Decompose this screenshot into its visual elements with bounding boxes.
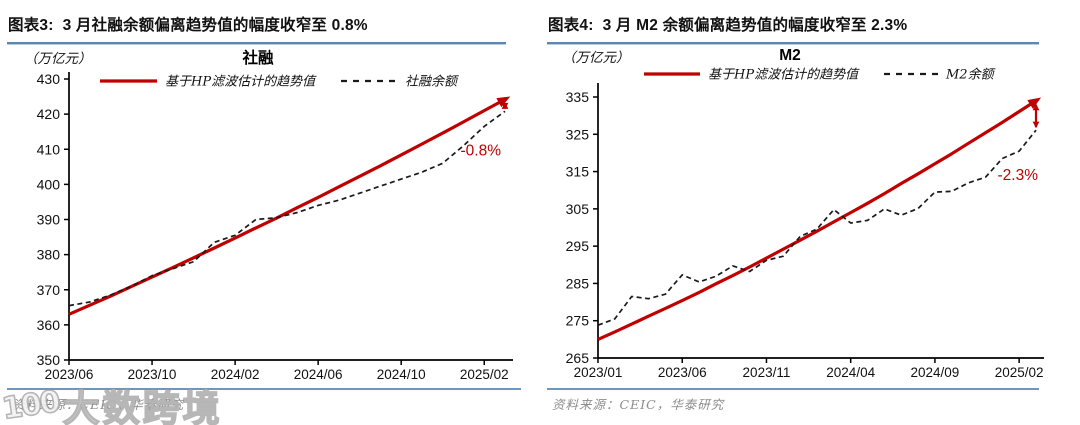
x-tick-label: 2024/02 [211, 367, 260, 382]
trend-arrowhead [496, 96, 511, 108]
chart-title: 社融 [241, 48, 274, 67]
m2-chart: 265 275 285 295 305 315 325 335 2023/01 2023/06 20… [562, 47, 1044, 380]
legend: 基于HP滤波估计的趋势值 社融余额 [100, 74, 459, 90]
y-tick-label: 305 [566, 201, 590, 217]
y-tick-label: 360 [37, 317, 61, 333]
y-tick-label: 285 [566, 275, 590, 291]
m2-panel: 图表4: 3 月 M2 余额偏离趋势值的幅度收窄至 2.3% 265 275 285… [540, 0, 1080, 425]
trend-line [597, 99, 1037, 341]
x-tick-label: 2025/02 [460, 367, 509, 382]
actual-line [597, 129, 1037, 326]
trend-arrowhead [1027, 97, 1042, 109]
legend-series-label: 社融余额 [405, 74, 459, 90]
legend-trend-label: 基于HP滤波估计的趋势值 [165, 75, 317, 90]
actual-line [68, 110, 506, 307]
watermark: 100 大数跨境 [0, 378, 223, 425]
y-tick-label: 400 [37, 176, 61, 192]
watermark-logo: 100 [0, 383, 62, 425]
x-tick-label: 2023/06 [658, 365, 707, 380]
legend-series-label: M2余额 [945, 67, 996, 83]
x-tick-label: 2024/09 [911, 365, 960, 380]
y-tick-label: 380 [37, 247, 61, 263]
y-tick-label: 315 [566, 164, 590, 180]
y-tick-label: 275 [566, 313, 590, 329]
watermark-text: 大数跨境 [62, 386, 223, 425]
deviation-label: -2.3% [998, 167, 1039, 184]
y-tick-label: 335 [566, 89, 590, 105]
y-tick-label: 350 [37, 352, 61, 368]
x-tick-label: 2023/01 [574, 365, 623, 380]
unit-label: （万亿元） [562, 50, 630, 66]
title-divider [7, 42, 506, 45]
gap-arrow [501, 102, 509, 110]
bottom-divider [7, 388, 521, 390]
y-tick-label: 420 [37, 106, 61, 122]
x-tick-label: 2023/11 [743, 365, 791, 380]
axes: 350 360 370 380 390 400 410 420 430 2023/06 2023/1… [37, 71, 513, 382]
social-financing-panel: 图表3: 3 月社融余额偏离趋势值的幅度收窄至 0.8% 350 360 370 38… [7, 17, 521, 412]
y-tick-label: 390 [37, 212, 61, 228]
figure-3-title: 图表3: 3 月社融余额偏离趋势值的幅度收窄至 0.8% [8, 17, 368, 34]
trend-line [68, 97, 506, 316]
gap-arrow [1032, 103, 1040, 129]
source-note: 资料来源：CEIC，华泰研究 [552, 397, 725, 412]
deviation-label: -0.8% [461, 142, 502, 159]
legend: 基于HP滤波估计的趋势值 M2余额 [644, 67, 996, 83]
axes: 265 275 285 295 305 315 325 335 2023/01 2023/06 20… [566, 83, 1044, 380]
y-tick-label: 295 [566, 238, 590, 254]
legend-trend-label: 基于HP滤波估计的趋势值 [708, 68, 860, 83]
bottom-divider [547, 388, 1039, 390]
unit-label: （万亿元） [24, 51, 92, 67]
social-financing-chart: 350 360 370 380 390 400 410 420 430 2023/06 2023/1… [24, 48, 513, 382]
x-tick-label: 2024/10 [377, 367, 426, 382]
y-tick-label: 430 [37, 71, 61, 87]
x-tick-label: 2025/02 [995, 365, 1044, 380]
y-tick-label: 410 [37, 141, 61, 157]
x-tick-label: 2023/06 [45, 367, 94, 382]
y-tick-label: 370 [37, 282, 61, 298]
x-tick-label: 2024/06 [294, 367, 343, 382]
y-tick-label: 265 [566, 350, 590, 366]
chart-title: M2 [779, 47, 801, 64]
title-divider [547, 42, 1039, 45]
x-tick-label: 2023/10 [128, 367, 177, 382]
source-note: 资料来源：CEIC，华泰研究 [12, 397, 185, 412]
figure-4-title: 图表4: 3 月 M2 余额偏离趋势值的幅度收窄至 2.3% [548, 17, 908, 34]
x-tick-label: 2024/04 [826, 365, 875, 380]
y-tick-label: 325 [566, 126, 590, 142]
